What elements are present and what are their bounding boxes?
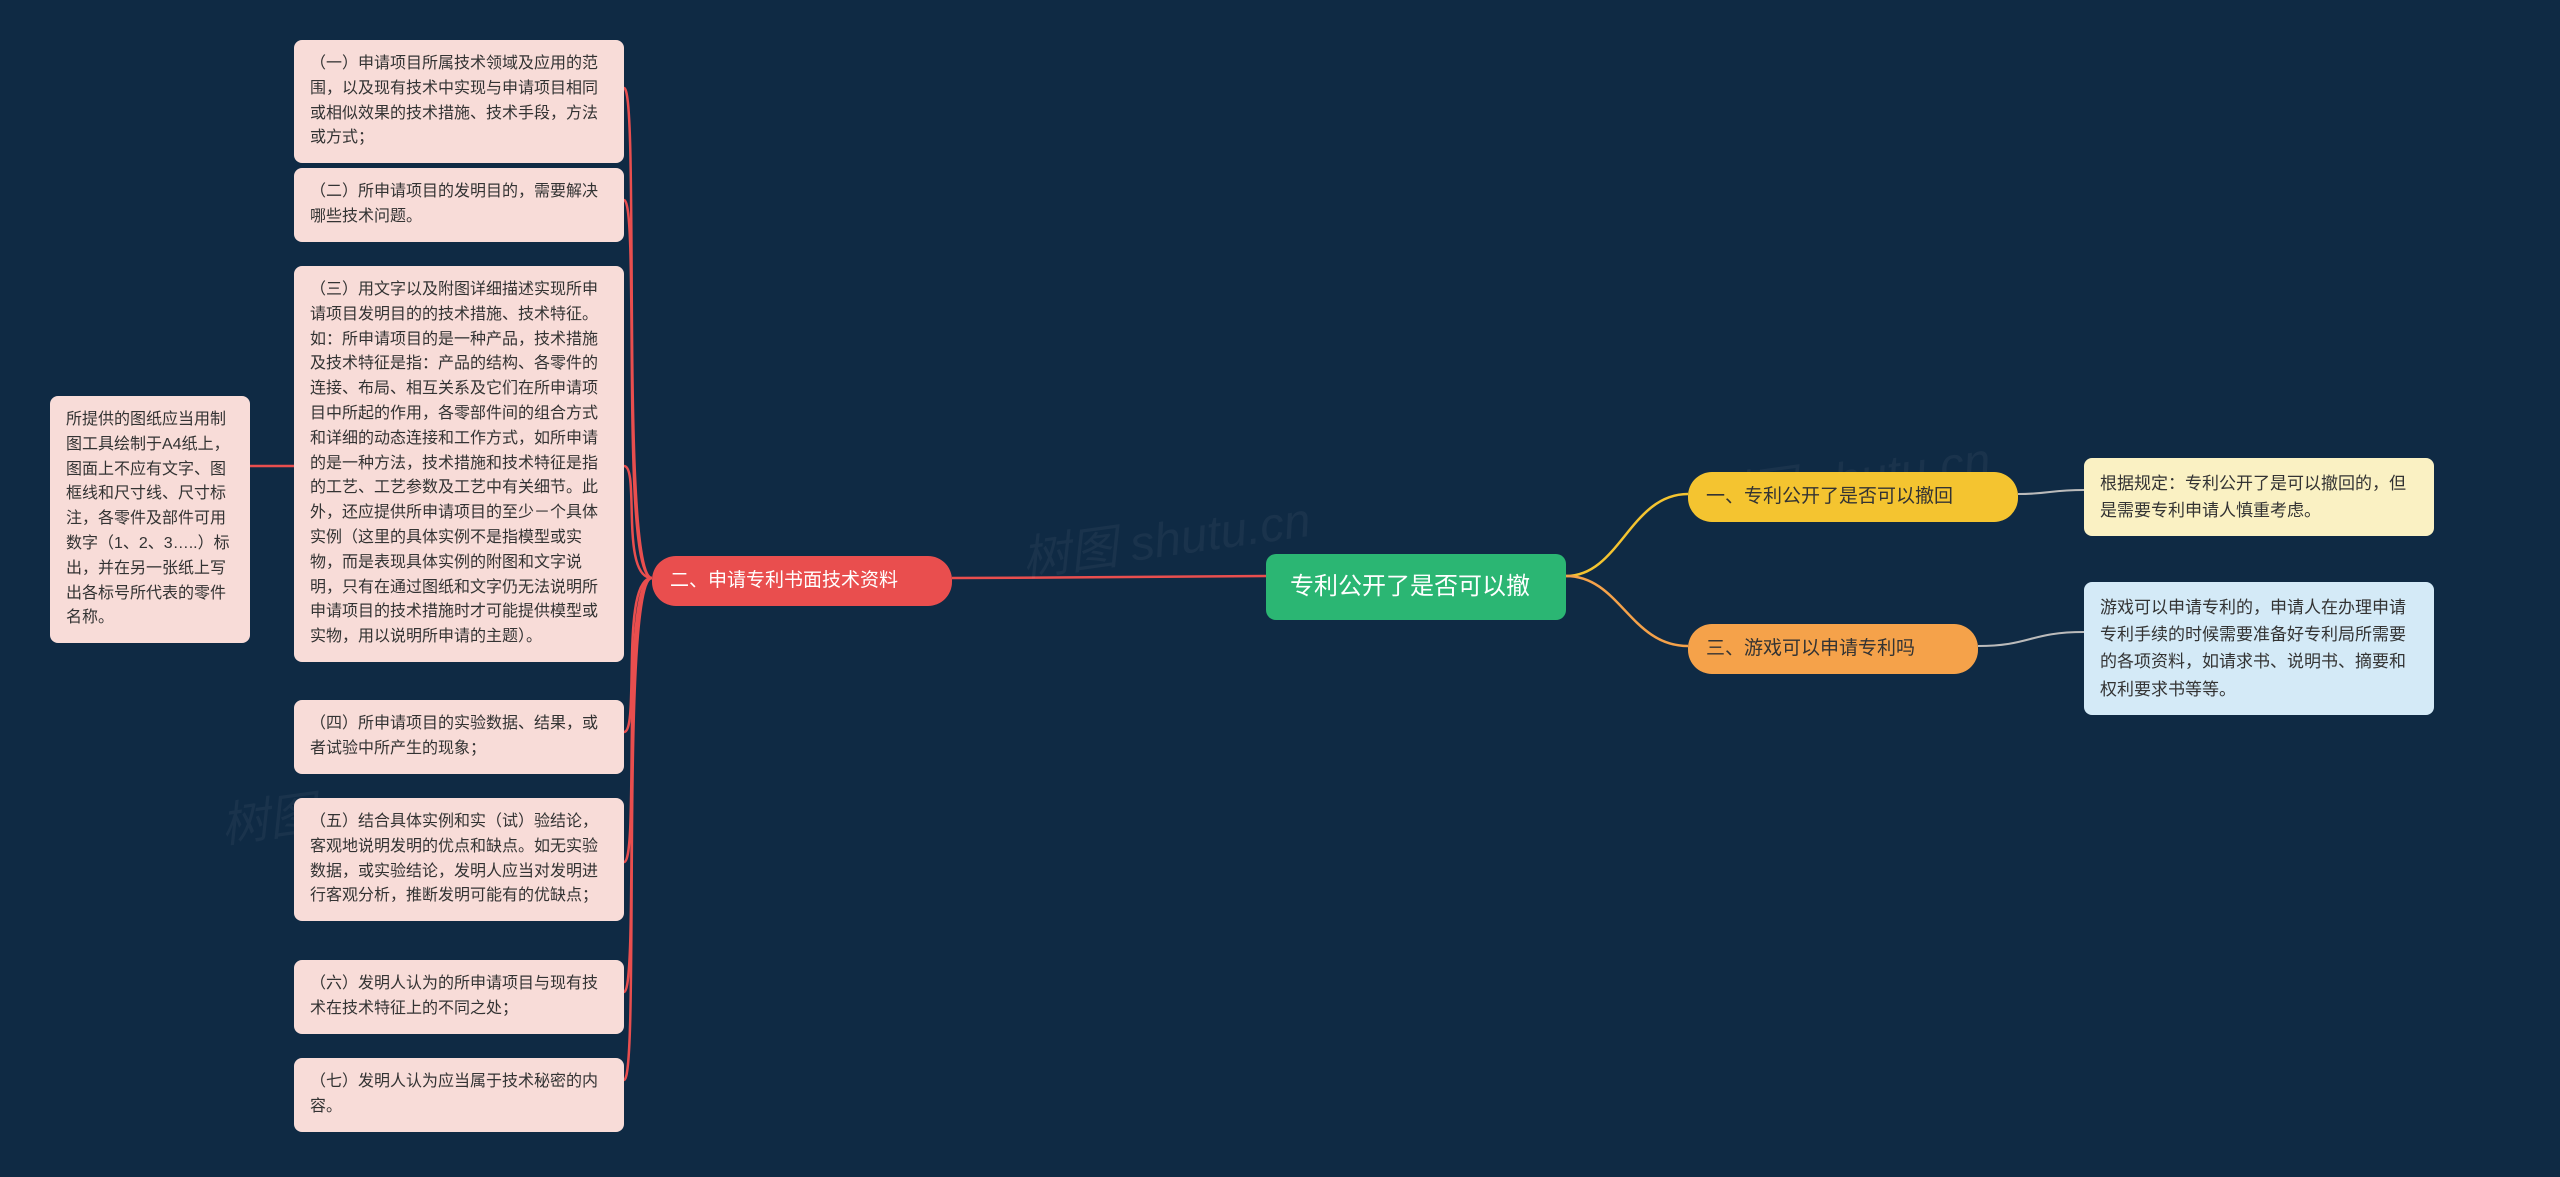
b2-child-7: （七）发明人认为应当属于技术秘密的内容。 — [294, 1058, 624, 1132]
edge-b2-c2 — [624, 200, 652, 578]
edge-b2-c7 — [624, 578, 652, 1080]
b2-child-4: （四）所申请项目的实验数据、结果，或者试验中所产生的现象； — [294, 700, 624, 774]
branch-1: 一、专利公开了是否可以撤回 — [1688, 472, 2018, 522]
edge-b1-leaf — [2018, 490, 2084, 494]
edge-root-b2 — [952, 576, 1266, 578]
edge-root-b3 — [1566, 576, 1688, 646]
b2-child-1: （一）申请项目所属技术领域及应用的范围，以及现有技术中实现与申请项目相同或相似效… — [294, 40, 624, 163]
root-node: 专利公开了是否可以撤 — [1266, 554, 1566, 620]
branch-3-leaf: 游戏可以申请专利的，申请人在办理申请专利手续的时候需要准备好专利局所需要的各项资… — [2084, 582, 2434, 715]
edge-b2-c6 — [624, 578, 652, 992]
b2-child-2: （二）所申请项目的发明目的，需要解决哪些技术问题。 — [294, 168, 624, 242]
edge-b2-c5 — [624, 578, 652, 862]
b2-child-5: （五）结合具体实例和实（试）验结论，客观地说明发明的优点和缺点。如无实验数据，或… — [294, 798, 624, 921]
edge-b3-leaf — [1978, 632, 2084, 646]
edge-b2-c4 — [624, 578, 652, 732]
b2-child-3: （三）用文字以及附图详细描述实现所申请项目发明目的的技术措施、技术特征。如：所申… — [294, 266, 624, 662]
b2-child-3-sub: 所提供的图纸应当用制图工具绘制于A4纸上，图面上不应有文字、图框线和尺寸线、尺寸… — [50, 396, 250, 643]
edge-b2-c1 — [624, 88, 652, 578]
edge-b2-c3 — [624, 466, 652, 578]
b2-child-6: （六）发明人认为的所申请项目与现有技术在技术特征上的不同之处； — [294, 960, 624, 1034]
edge-root-b1 — [1566, 494, 1688, 576]
branch-1-leaf: 根据规定：专利公开了是可以撤回的，但是需要专利申请人慎重考虑。 — [2084, 458, 2434, 536]
branch-2: 二、申请专利书面技术资料 — [652, 556, 952, 606]
branch-3: 三、游戏可以申请专利吗 — [1688, 624, 1978, 674]
